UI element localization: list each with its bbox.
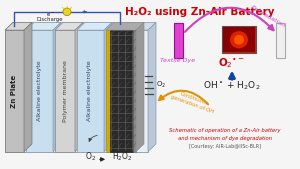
Text: OH$^\bullet$ + H$_2$O$_2$: OH$^\bullet$ + H$_2$O$_2$ (203, 80, 261, 92)
Polygon shape (24, 22, 32, 152)
Polygon shape (5, 22, 156, 30)
Polygon shape (106, 22, 144, 30)
Polygon shape (55, 22, 83, 30)
Polygon shape (53, 22, 61, 152)
Text: e$^-$: e$^-$ (46, 11, 55, 19)
Text: [Courtesy: AIR-Lab@IISc-BLR]: [Courtesy: AIR-Lab@IISc-BLR] (189, 144, 261, 149)
Circle shape (63, 8, 71, 16)
Text: Discharge: Discharge (37, 17, 63, 22)
Polygon shape (133, 30, 136, 152)
Text: Alkaline electrolyte: Alkaline electrolyte (37, 61, 41, 121)
Polygon shape (5, 30, 148, 152)
Text: Continuous
generation of OH: Continuous generation of OH (170, 88, 216, 114)
Polygon shape (136, 22, 144, 152)
Text: O$_2$$^{\bullet-}$: O$_2$$^{\bullet-}$ (218, 56, 246, 70)
Polygon shape (26, 30, 53, 152)
Polygon shape (55, 30, 75, 152)
Text: Alkaline electrolyte: Alkaline electrolyte (88, 61, 92, 121)
Text: Schematic of operation of a Zn-Air battery: Schematic of operation of a Zn-Air batte… (169, 128, 281, 133)
Polygon shape (26, 22, 61, 30)
Text: Zn Plate: Zn Plate (11, 74, 17, 107)
FancyBboxPatch shape (223, 27, 255, 52)
Text: Degradation: Degradation (250, 4, 286, 28)
Text: O$_2$: O$_2$ (85, 150, 95, 163)
Polygon shape (77, 22, 112, 30)
Polygon shape (77, 30, 104, 152)
Text: and mechanism of dye degradation: and mechanism of dye degradation (178, 136, 272, 141)
Text: Polymer membrane: Polymer membrane (62, 60, 68, 122)
Text: H₂O₂ using Zn-Air Battery: H₂O₂ using Zn-Air Battery (125, 7, 275, 17)
Text: H$_2$O$_2$: H$_2$O$_2$ (112, 150, 132, 163)
Polygon shape (104, 22, 112, 152)
Polygon shape (5, 30, 24, 152)
Text: Textile Dye: Textile Dye (160, 58, 196, 63)
FancyBboxPatch shape (222, 26, 256, 53)
Polygon shape (75, 22, 83, 152)
Circle shape (234, 35, 244, 45)
FancyBboxPatch shape (174, 23, 183, 58)
Polygon shape (5, 22, 32, 30)
Polygon shape (106, 30, 110, 152)
Polygon shape (110, 30, 133, 152)
Circle shape (230, 31, 248, 49)
Text: O$_2$: O$_2$ (156, 80, 166, 90)
FancyBboxPatch shape (276, 23, 285, 58)
Polygon shape (148, 22, 156, 152)
